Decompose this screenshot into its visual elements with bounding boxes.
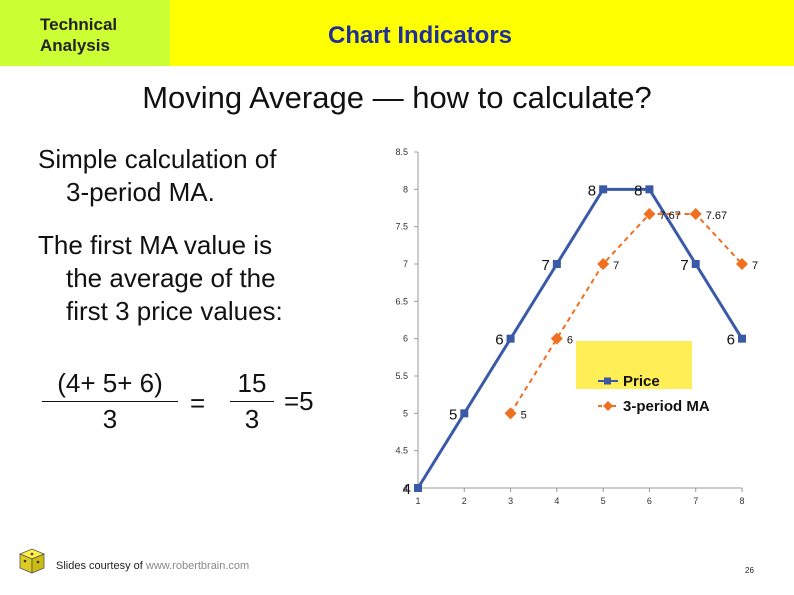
y-tick-label: 5.5 — [395, 371, 408, 381]
price-point — [414, 484, 422, 492]
price-series-line — [416, 187, 744, 489]
ma-data-label: 7.67 — [706, 210, 727, 222]
y-tick-label: 8 — [403, 184, 408, 194]
x-tick-label: 3 — [508, 496, 513, 506]
legend-marker — [604, 377, 611, 385]
price-point — [552, 260, 561, 268]
header-right-panel — [170, 0, 794, 66]
formula-equals: = — [190, 388, 206, 418]
ma-point — [597, 258, 610, 270]
y-tick-label: 7 — [403, 259, 408, 269]
price-point — [738, 334, 746, 343]
header-left-line1: Technical — [40, 15, 118, 34]
x-tick-label: 1 — [415, 496, 420, 506]
formula-result: =5 — [284, 386, 314, 416]
price-point — [645, 185, 654, 194]
formula-fraction-2: 15 3 — [230, 368, 274, 435]
bullet-1-line2: 3-period MA. — [66, 177, 215, 207]
ma-series-line — [509, 212, 743, 414]
x-tick-label: 4 — [554, 496, 559, 506]
formula-fraction-1: (4+ 5+ 6) 3 — [42, 368, 178, 435]
header-title: Chart Indicators — [327, 22, 513, 49]
ma-point — [689, 207, 702, 220]
y-tick-labels: 8.5 8 7.5 7 6.5 6 5.5 5 4.5 4 — [395, 147, 418, 493]
price-point — [599, 185, 608, 194]
footer-link[interactable]: www.robertbrain.com — [145, 560, 250, 572]
slide-title: Moving Average — how to calculate? — [142, 80, 652, 115]
header-left-line2: Analysis — [40, 36, 110, 55]
bullet-2-line1: The first MA value is — [38, 230, 273, 260]
price-point — [506, 334, 515, 343]
x-tick-label: 5 — [601, 496, 606, 506]
price-data-label: 8 — [588, 182, 596, 199]
x-tick-label: 7 — [693, 496, 698, 506]
ma-data-label: 7 — [752, 260, 758, 272]
formula-value-15: 15 — [237, 368, 267, 398]
price-point — [460, 409, 469, 418]
ma-data-label: 6 — [567, 335, 573, 347]
bullet-1-line1: Simple calculation of — [38, 144, 277, 174]
footer-prefix: Slides courtesy of — [56, 560, 143, 572]
ma-point — [643, 207, 656, 220]
formula-bar-2 — [230, 401, 274, 402]
chart-legend: Price 3-period MA — [576, 341, 710, 415]
legend-marker — [603, 401, 613, 411]
price-data-label: 8 — [634, 182, 642, 199]
price-data-label: 6 — [495, 332, 503, 349]
price-data-label: 5 — [449, 406, 457, 423]
price-data-label: 6 — [727, 332, 735, 349]
formula-bar-1 — [42, 401, 178, 402]
cube-logo-icon — [18, 548, 46, 574]
ma-point — [550, 332, 563, 345]
ma-data-label: 7.67 — [659, 210, 680, 222]
ma-formula: (4+ 5+ 6) 3 = 15 3 =5 — [42, 368, 342, 448]
x-tick-label: 8 — [739, 496, 744, 506]
x-tick-label: 2 — [462, 496, 467, 506]
page-number: 26 — [745, 566, 754, 575]
price-data-label: 7 — [680, 257, 688, 274]
chart-axes — [417, 152, 742, 489]
footer-credit: Slides courtesy of www.robertbrain.com — [56, 560, 249, 572]
y-tick-label: 6 — [403, 334, 408, 344]
cube-logo — [14, 546, 48, 581]
y-tick-label: 4 — [403, 483, 408, 493]
y-tick-label: 4.5 — [395, 446, 408, 456]
chart-series: 4 5 6 7 8 8 7 6 5 6 7 7.67 7.67 7 — [403, 182, 758, 498]
ma-data-label: 5 — [521, 409, 527, 421]
formula-numerator: (4+ 5+ 6) — [57, 368, 163, 398]
header-left-panel — [0, 0, 170, 66]
ma-point — [504, 407, 517, 420]
y-tick-label: 5 — [403, 408, 408, 418]
x-tick-label: 6 — [647, 496, 652, 506]
formula-denominator-1: 3 — [102, 404, 118, 434]
bullet-2-line3: first 3 price values: — [66, 296, 283, 326]
bullet-2-line2: the average of the — [66, 263, 276, 293]
y-tick-label: 8.5 — [395, 147, 408, 157]
legend-label: Price — [623, 373, 660, 390]
price-data-label: 7 — [542, 257, 550, 274]
bullet-2: The first MA value is the average of the… — [38, 229, 358, 328]
price-data-label: 4 — [403, 481, 411, 498]
bullet-1: Simple calculation of 3-period MA. — [38, 143, 358, 209]
y-tick-label: 7.5 — [395, 222, 408, 232]
legend-label: 3-period MA — [623, 398, 710, 415]
ma-data-label: 7 — [613, 260, 619, 272]
header-left-label: Technical Analysis — [0, 14, 170, 56]
x-tick-labels: 1 2 3 4 5 6 7 8 — [415, 488, 745, 506]
price-point — [691, 260, 700, 268]
formula-denominator-2: 3 — [244, 404, 260, 434]
y-tick-label: 6.5 — [395, 296, 408, 306]
legend-background — [576, 341, 692, 389]
ma-point — [736, 258, 748, 270]
